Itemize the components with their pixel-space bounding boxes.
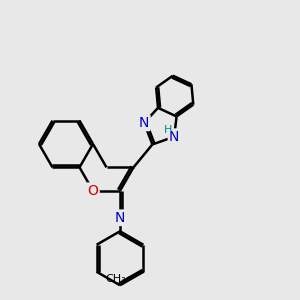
Text: N: N xyxy=(169,130,179,144)
Text: N: N xyxy=(139,116,149,130)
Text: N: N xyxy=(115,211,125,225)
Text: O: O xyxy=(88,184,98,198)
Text: H: H xyxy=(164,125,172,135)
Text: CH₃: CH₃ xyxy=(105,274,126,284)
